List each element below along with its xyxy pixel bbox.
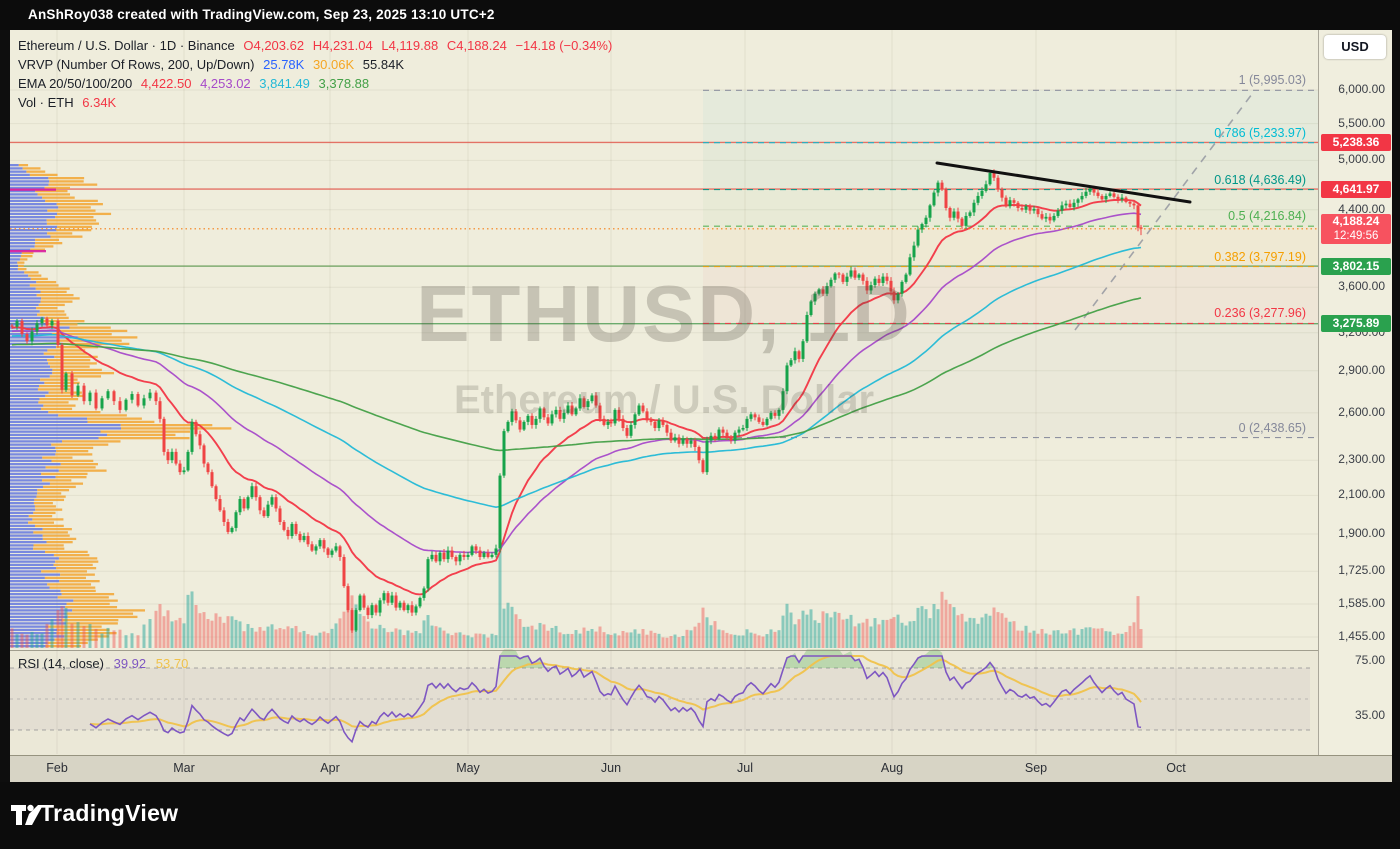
price-tick: 1,455.00 — [1338, 629, 1385, 643]
rsi-title[interactable]: RSI (14, close) — [18, 656, 104, 671]
price-axis[interactable]: USD 6,000.00 5,500.00 5,000.00 4,400.00 3,60… — [1318, 30, 1392, 755]
attribution-text: AnShRoy038 created with TradingView.com,… — [28, 7, 495, 22]
rsi-ma-value: 53.70 — [155, 656, 189, 671]
ohlc-high: H4,231.04 — [312, 38, 373, 53]
legend-volume-row[interactable]: Vol · ETH 6.34K — [18, 93, 617, 112]
ohlc-open: O4,203.62 — [243, 38, 305, 53]
month-label[interactable]: Feb — [46, 761, 68, 775]
month-label[interactable]: Sep — [1024, 761, 1048, 775]
price-tick: 1,725.00 — [1338, 563, 1385, 578]
month-label[interactable]: Jun — [600, 761, 622, 775]
price-tick: 2,300.00 — [1338, 452, 1385, 467]
legend: Ethereum / U.S. Dollar · 1D · Binance O4… — [18, 36, 617, 112]
price-tick: 6,000.00 — [1338, 82, 1385, 96]
volume-value: 6.34K — [82, 95, 117, 110]
currency-toggle-button[interactable]: USD — [1324, 35, 1386, 59]
price-badge: 3,802.15 — [1321, 257, 1391, 275]
month-label[interactable]: Oct — [1166, 761, 1186, 775]
rsi-legend[interactable]: RSI (14, close) 39.92 53.70 — [18, 656, 194, 671]
price-tick: 1,900.00 — [1338, 525, 1385, 540]
price-tick: 3,600.00 — [1338, 279, 1385, 294]
price-tick: 5,500.00 — [1338, 115, 1385, 130]
price-badge: 4,188.24 12:49:56 — [1321, 213, 1391, 244]
vrvp-total-value: 55.84K — [362, 57, 404, 72]
month-label[interactable]: May — [456, 761, 480, 775]
chart-pane[interactable]: ETHUSD, 1D Ethereum / U.S. Dollar Ethere… — [10, 30, 1318, 755]
month-label[interactable]: Apr — [320, 761, 340, 775]
vrvp-up-value: 25.78K — [263, 57, 305, 72]
month-label[interactable]: Jul — [737, 761, 753, 775]
price-tick: 4,400.00 — [1338, 201, 1385, 216]
legend-symbol-row[interactable]: Ethereum / U.S. Dollar · 1D · Binance O4… — [18, 36, 617, 55]
symbol-title[interactable]: Ethereum / U.S. Dollar · 1D · Binance — [18, 38, 235, 53]
ema50-value: 4,253.02 — [200, 76, 251, 91]
rsi-tick: 35.00 — [1354, 708, 1385, 722]
volume-title[interactable]: Vol · ETH — [18, 95, 74, 110]
price-tick: 2,900.00 — [1338, 362, 1385, 377]
price-tick: 2,100.00 — [1338, 487, 1385, 502]
vrvp-down-value: 30.06K — [312, 57, 355, 72]
time-axis[interactable]: Feb Mar Apr May Jun Jul Aug Sep Oct — [10, 755, 1392, 782]
ema-title[interactable]: EMA 20/50/100/200 — [18, 76, 133, 91]
attribution-bar: AnShRoy038 created with TradingView.com,… — [0, 0, 1400, 30]
rsi-tick: 75.00 — [1354, 653, 1385, 667]
vrvp-title[interactable]: VRVP (Number Of Rows, 200, Up/Down) — [18, 57, 255, 72]
ema100-value: 3,841.49 — [259, 76, 310, 91]
month-label[interactable]: Mar — [173, 761, 195, 775]
rsi-value: 39.92 — [113, 656, 147, 671]
price-tick: 2,600.00 — [1338, 404, 1385, 419]
ema200-value: 3,378.88 — [318, 76, 370, 91]
legend-vrvp-row[interactable]: VRVP (Number Of Rows, 200, Up/Down) 25.7… — [18, 55, 617, 74]
ohlc-close: C4,188.24 — [446, 38, 507, 53]
price-tick: 5,000.00 — [1338, 152, 1385, 167]
price-badge: 3,275.89 — [1321, 315, 1391, 333]
ohlc-low: L4,119.88 — [381, 38, 439, 53]
month-label[interactable]: Aug — [880, 761, 904, 775]
price-tick: 1,585.00 — [1338, 595, 1385, 610]
tradingview-logo-icon — [11, 804, 43, 825]
price-badge: 4,641.97 — [1321, 180, 1391, 198]
footer-bar: TradingView — [0, 782, 1400, 849]
tradingview-brand-text: TradingView — [40, 800, 179, 826]
legend-ema-row[interactable]: EMA 20/50/100/200 4,422.50 4,253.02 3,84… — [18, 74, 617, 93]
chart-canvas[interactable] — [10, 30, 1318, 755]
price-badge: 5,238.36 — [1321, 133, 1391, 151]
ohlc-change: −14.18 (−0.34%) — [515, 38, 613, 53]
ema20-value: 4,422.50 — [140, 76, 192, 91]
